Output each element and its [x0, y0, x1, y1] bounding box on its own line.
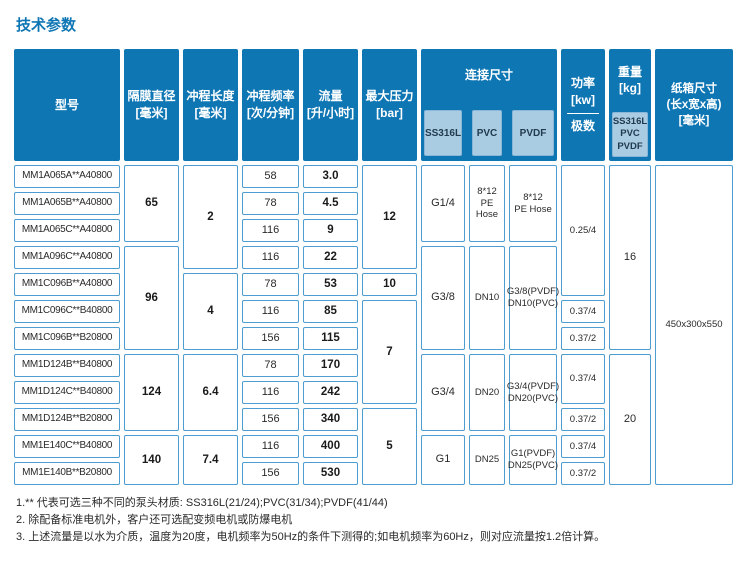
cell-stroke-length: 6.4	[183, 354, 238, 431]
cell-model: MM1E140B**B20800	[14, 462, 120, 485]
cell-stroke-frequency: 156	[242, 408, 299, 431]
page-title: 技术参数	[16, 17, 77, 34]
cell-conn-ss316l: G1	[421, 435, 465, 485]
cell-power: 0.37/2	[561, 462, 605, 485]
cell-flow: 115	[303, 327, 358, 350]
cell-conn-pvdf: G3/8(PVDF) DN10(PVC)	[507, 246, 559, 350]
weight-label: 重量 [kg]	[617, 64, 642, 96]
col-header-stroke-length: 冲程长度 [毫米]	[183, 49, 238, 161]
cell-stroke-frequency: 116	[242, 219, 299, 242]
cell-weight: 16	[609, 165, 651, 350]
footnote-3: 3. 上述流量是以水为介质，温度为20度，电机频率为50Hz的条件下测得的;如电…	[16, 531, 606, 544]
cell-stroke-frequency: 156	[242, 462, 299, 485]
cell-flow: 4.5	[303, 192, 358, 215]
cell-stroke-frequency: 156	[242, 327, 299, 350]
cell-max-pressure: 7	[362, 300, 417, 404]
cell-conn-pvc: DN20	[469, 354, 505, 431]
cell-stroke-frequency: 58	[242, 165, 299, 188]
footnote-2: 2. 除配备标准电机外，客户还可选配变频电机或防爆电机	[16, 514, 293, 527]
poles-label: 极数	[570, 118, 595, 133]
col-header-pvc: PVC	[472, 110, 502, 156]
cell-max-pressure: 5	[362, 408, 417, 485]
cell-stroke-frequency: 116	[242, 435, 299, 458]
cell-flow: 242	[303, 381, 358, 404]
cell-conn-pvdf: G1(PVDF) DN25(PVC)	[508, 435, 558, 485]
cell-stroke-frequency: 116	[242, 246, 299, 269]
cell-model: MM1D124B**B20800	[14, 408, 120, 431]
cell-conn-ss316l: G3/4	[421, 354, 465, 431]
cell-flow: 340	[303, 408, 358, 431]
cell-flow: 9	[303, 219, 358, 242]
cell-diaphragm: 96	[124, 246, 179, 350]
cell-model: MM1A065B**A40800	[14, 192, 120, 215]
cell-diaphragm: 124	[124, 354, 179, 431]
cell-flow: 3.0	[303, 165, 358, 188]
cell-flow: 170	[303, 354, 358, 377]
cell-weight: 20	[609, 354, 651, 485]
col-header-weight: 重量 [kg] SS316L PVC PVDF	[609, 49, 651, 161]
cell-power: 0.37/4	[561, 354, 605, 404]
cell-diaphragm: 140	[124, 435, 179, 485]
cell-stroke-frequency: 116	[242, 300, 299, 323]
cell-diaphragm: 65	[124, 165, 179, 242]
cell-power: 0.37/4	[561, 300, 605, 323]
power-label: 功率 [kw]	[570, 76, 595, 108]
col-header-carton: 纸箱尺寸 (长x宽x高) [毫米]	[655, 49, 733, 161]
col-header-pvdf: PVDF	[512, 110, 554, 156]
spec-table: 型号 隔膜直径 [毫米] 冲程长度 [毫米] 冲程频率 [次/分钟] 流量 [升…	[14, 49, 733, 485]
col-header-flow: 流量 [升/小时]	[303, 49, 358, 161]
footnote-1: 1.** 代表可选三种不同的泵头材质: SS316L(21/24);PVC(31…	[16, 497, 388, 509]
col-header-power: 功率 [kw] 极数	[561, 49, 605, 161]
cell-stroke-frequency: 116	[242, 381, 299, 404]
col-header-ss316l: SS316L	[424, 110, 462, 156]
cell-conn-pvc: DN10	[469, 246, 505, 350]
cell-model: MM1C096B**B20800	[14, 327, 120, 350]
cell-model: MM1C096C**B40800	[14, 300, 120, 323]
weight-materials-label: SS316L PVC PVDF	[612, 111, 648, 157]
col-header-max-pressure: 最大压力 [bar]	[362, 49, 417, 161]
cell-conn-ss316l: G1/4	[421, 165, 465, 242]
cell-conn-pvc: 8*12 PE Hose	[469, 165, 505, 242]
cell-flow: 53	[303, 273, 358, 296]
footnotes: 1.** 代表可选三种不同的泵头材质: SS316L(21/24);PVC(31…	[16, 495, 744, 546]
cell-flow: 530	[303, 462, 358, 485]
cell-flow: 400	[303, 435, 358, 458]
cell-stroke-frequency: 78	[242, 192, 299, 215]
cell-model: MM1C096B**A40800	[14, 273, 120, 296]
cell-max-pressure: 12	[362, 165, 417, 269]
cell-flow: 85	[303, 300, 358, 323]
cell-model: MM1D124B**B40800	[14, 354, 120, 377]
cell-stroke-length: 7.4	[183, 435, 238, 485]
cell-conn-pvdf: G3/4(PVDF) DN20(PVC)	[507, 354, 559, 431]
cell-stroke-frequency: 78	[242, 273, 299, 296]
cell-model: MM1D124C**B40800	[14, 381, 120, 404]
cell-model: MM1A065C**A40800	[14, 219, 120, 242]
cell-model: MM1E140C**B40800	[14, 435, 120, 458]
cell-power: 0.25/4	[561, 165, 605, 296]
cell-power: 0.37/2	[561, 327, 605, 350]
cell-stroke-length: 4	[183, 273, 238, 350]
cell-stroke-frequency: 78	[242, 354, 299, 377]
cell-conn-pvc: DN25	[469, 435, 505, 485]
cell-model: MM1A096C**A40800	[14, 246, 120, 269]
col-header-model: 型号	[14, 49, 120, 161]
cell-conn-ss316l: G3/8	[421, 246, 465, 350]
power-poles-divider	[567, 112, 599, 114]
connection-group-label: 连接尺寸	[464, 68, 513, 82]
cell-power: 0.37/2	[561, 408, 605, 431]
col-header-diaphragm: 隔膜直径 [毫米]	[124, 49, 179, 161]
cell-max-pressure: 10	[362, 273, 417, 296]
cell-power: 0.37/4	[561, 435, 605, 458]
cell-stroke-length: 2	[183, 165, 238, 269]
cell-conn-pvdf: 8*12 PE Hose	[509, 165, 557, 242]
col-header-stroke-frequency: 冲程频率 [次/分钟]	[242, 49, 299, 161]
cell-carton: 450x300x550	[655, 165, 733, 485]
cell-model: MM1A065A**A40800	[14, 165, 120, 188]
cell-flow: 22	[303, 246, 358, 269]
